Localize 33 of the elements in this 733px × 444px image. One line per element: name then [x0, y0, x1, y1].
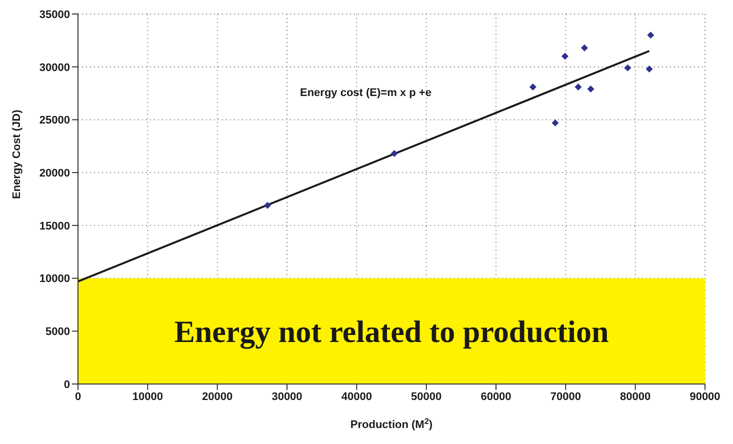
- point: [529, 83, 536, 90]
- x-tick-label: 90000: [690, 390, 720, 403]
- x-axis-title: Production (M$^{2}$): [350, 416, 433, 431]
- point: [552, 119, 559, 126]
- point: [390, 150, 398, 158]
- x-tick-label: 70000: [550, 390, 581, 403]
- point: [646, 65, 653, 72]
- point: [587, 86, 594, 93]
- x-tick-label: 60000: [480, 390, 512, 403]
- y-tick-label: 15000: [39, 220, 70, 232]
- x-tick-label: 20000: [202, 390, 233, 403]
- x-tick-label: 40000: [341, 390, 372, 403]
- x-tick-label: 50000: [411, 390, 442, 403]
- y-tick-label: 20000: [39, 167, 70, 180]
- y-tick-label: 0: [64, 378, 70, 391]
- x-tick-label: 10000: [132, 390, 163, 403]
- y-axis-title: Energy Cost (JD): [10, 109, 23, 199]
- band-label: Energy not related to production: [174, 314, 609, 350]
- y-tick-label: 35000: [39, 8, 70, 21]
- point: [624, 64, 632, 72]
- point: [580, 44, 588, 52]
- y-tick-label: 30000: [39, 62, 70, 74]
- point: [264, 202, 271, 209]
- point: [561, 52, 568, 60]
- x-tick-label: 30000: [272, 390, 302, 403]
- y-tick-label: 5000: [46, 326, 70, 338]
- annotation: Energy cost (E)=m x p +e: [300, 87, 432, 99]
- point: [574, 83, 582, 90]
- x-tick-label: 80000: [620, 390, 651, 403]
- y-tick-label: 10000: [39, 273, 70, 286]
- y-tick-label: 25000: [39, 114, 70, 127]
- x-tick-label: 0: [74, 390, 82, 403]
- point: [647, 32, 654, 39]
